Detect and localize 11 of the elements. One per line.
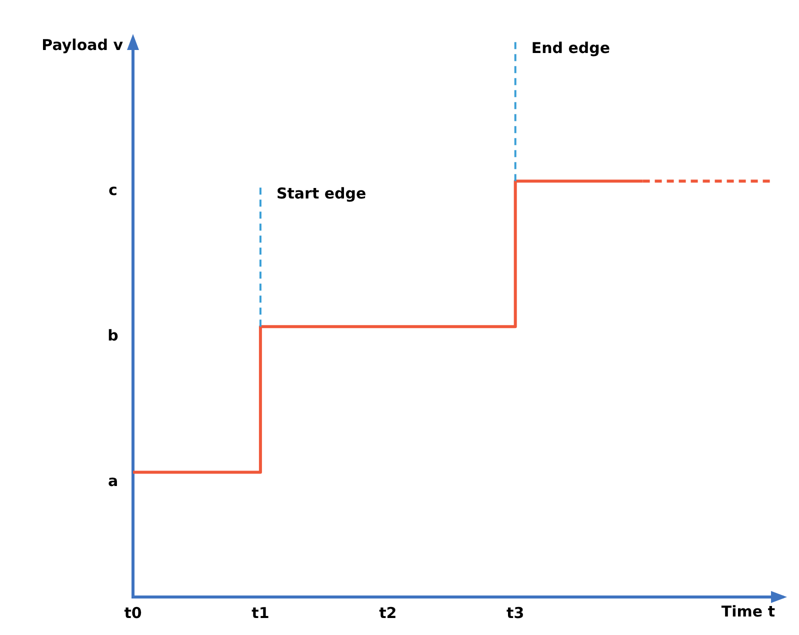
- x-tick-label: t0: [124, 604, 142, 622]
- text: b: [108, 326, 119, 345]
- text: Payload v: [42, 36, 124, 54]
- x-tick-label: t3: [506, 604, 524, 622]
- x-tick-label: t2: [379, 604, 397, 622]
- ref-line-label: End edge: [531, 38, 610, 57]
- x-tick-label: t1: [252, 604, 270, 622]
- text: a: [108, 472, 118, 490]
- text: c: [108, 180, 118, 199]
- x-axis-title: Time t: [721, 602, 775, 620]
- ref-line-label: Start edge: [276, 184, 366, 203]
